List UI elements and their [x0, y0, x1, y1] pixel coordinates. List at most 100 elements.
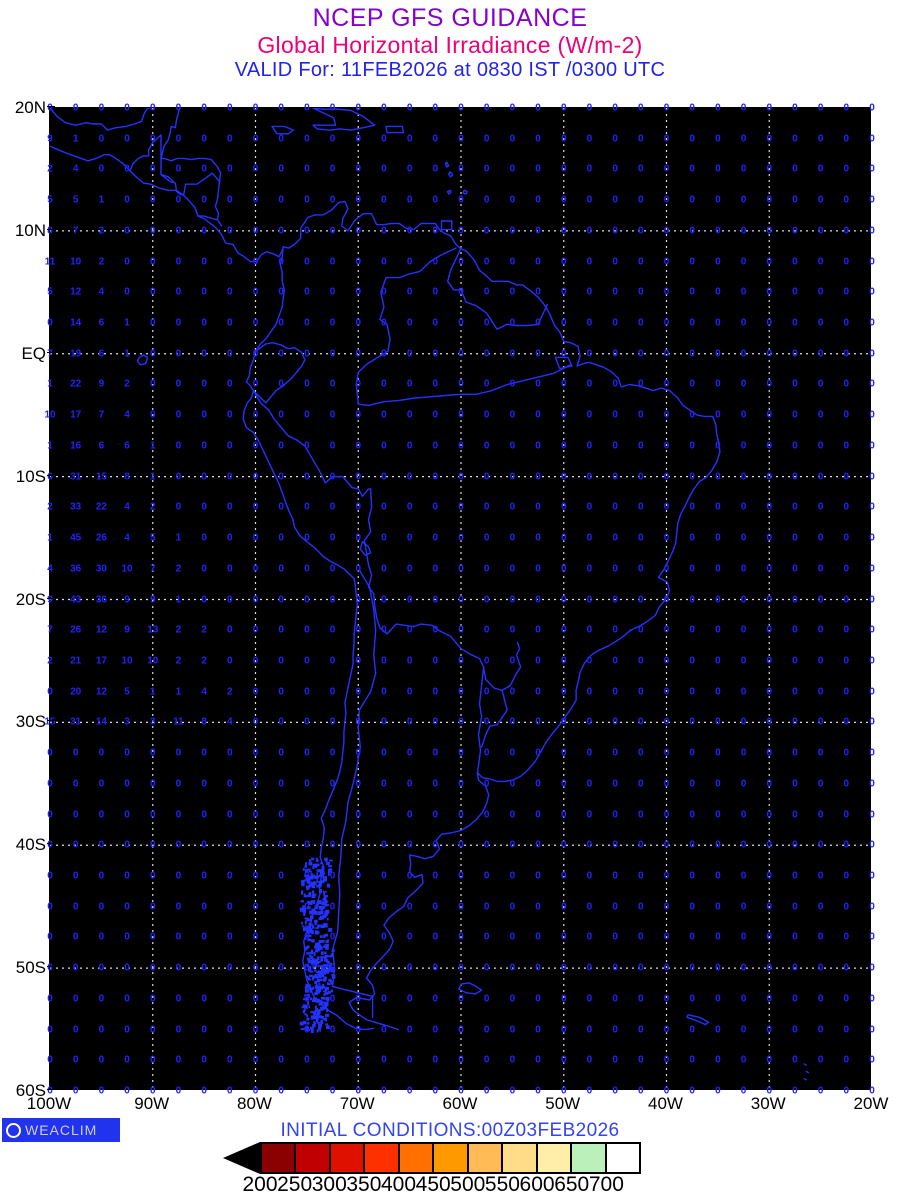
- grid-value: 0: [72, 1024, 79, 1036]
- grid-value: 0: [406, 317, 413, 329]
- grid-value: 0: [304, 409, 310, 421]
- grid-value: 0: [406, 286, 413, 298]
- grid-value: 0: [792, 256, 798, 268]
- grid-value: 0: [458, 409, 464, 421]
- grid-value: 0: [715, 532, 721, 544]
- grid-value: 0: [201, 778, 207, 790]
- grid-value: 0: [149, 163, 156, 175]
- grid-value: 0: [663, 378, 670, 390]
- grid-value: 0: [817, 133, 824, 145]
- island-speckle: [313, 919, 318, 923]
- grid-value: 2: [47, 501, 53, 513]
- grid-value: 0: [252, 225, 259, 237]
- coastline-path: [312, 108, 376, 131]
- grid-value: 0: [766, 594, 773, 605]
- grid-value: 2: [201, 655, 207, 667]
- island-speckle: [307, 925, 312, 929]
- grid-value: 17: [70, 409, 82, 421]
- grid-value: 0: [458, 563, 464, 575]
- grid-value: 0: [329, 655, 336, 667]
- grid-value: 0: [252, 655, 259, 667]
- grid-value: 0: [638, 839, 644, 851]
- grid-value: 0: [304, 1024, 310, 1036]
- grid-value: 0: [483, 655, 490, 667]
- grid-value: 0: [432, 594, 439, 605]
- grid-value: 0: [149, 102, 156, 114]
- grid-value: 0: [766, 901, 773, 913]
- grid-value: 0: [406, 962, 413, 974]
- island-speckle: [309, 928, 313, 932]
- grid-value: 0: [689, 286, 695, 298]
- island-speckle: [324, 933, 328, 937]
- grid-value: 0: [560, 993, 567, 1005]
- island-speckle: [320, 939, 325, 943]
- grid-value: 0: [252, 163, 259, 175]
- colorbar-under-arrow: [223, 1142, 260, 1174]
- grid-value: 0: [98, 901, 105, 913]
- grid-value: 0: [252, 194, 259, 206]
- grid-value: 0: [124, 962, 130, 974]
- grid-value: 0: [304, 194, 310, 206]
- island-speckle: [317, 976, 321, 979]
- grid-value: 0: [817, 409, 824, 421]
- grid-value: 0: [149, 317, 156, 329]
- island-speckle: [328, 927, 333, 932]
- island-speckle: [315, 1000, 319, 1003]
- grid-value: 0: [227, 256, 233, 268]
- grid-value: 0: [869, 839, 875, 851]
- grid-value: 0: [278, 1024, 284, 1036]
- grid-value: 0: [124, 778, 130, 790]
- grid-value: 0: [869, 317, 875, 329]
- grid-value: 0: [817, 931, 824, 943]
- grid-value: 0: [509, 471, 516, 483]
- colorbar-tick-label: 400: [381, 1173, 417, 1196]
- island-speckle: [329, 962, 333, 967]
- grid-value: 0: [740, 870, 747, 882]
- island-speckle: [322, 890, 327, 893]
- island-speckle: [321, 1015, 325, 1020]
- grid-value: 0: [869, 1024, 875, 1036]
- grid-value: 0: [740, 962, 747, 974]
- grid-value: 0: [663, 594, 670, 605]
- grid-value: 0: [124, 286, 130, 298]
- island-speckle: [307, 993, 310, 998]
- coastline-path: [803, 1063, 807, 1066]
- grid-value: 0: [355, 1054, 362, 1066]
- coastline-path: [359, 541, 372, 556]
- grid-value: 0: [381, 993, 387, 1005]
- grid-value: 0: [381, 225, 387, 237]
- grid-value: 0: [586, 256, 593, 268]
- grid-value: 0: [560, 317, 567, 329]
- coastline-path: [385, 247, 457, 279]
- grid-value: 0: [586, 686, 593, 698]
- grid-value: 0: [560, 716, 567, 728]
- grid-value: 0: [843, 194, 850, 206]
- grid-value: 0: [638, 256, 644, 268]
- grid-value: 0: [740, 901, 747, 913]
- weaclim-logo[interactable]: WEACLIM: [2, 1118, 120, 1142]
- grid-value: 0: [381, 348, 387, 360]
- grid-value: 0: [72, 102, 79, 114]
- island-speckle: [325, 1025, 330, 1030]
- grid-value: 43: [70, 594, 82, 605]
- y-axis-tick-mark: [47, 966, 55, 968]
- grid-value: 0: [175, 163, 182, 175]
- island-speckle: [304, 1013, 307, 1016]
- island-speckle: [325, 909, 330, 914]
- grid-value: 0: [304, 440, 310, 452]
- grid-value: 0: [149, 409, 156, 421]
- island-speckle: [309, 892, 311, 895]
- coastline-path: [686, 1014, 710, 1026]
- grid-value: 0: [560, 962, 567, 974]
- grid-value: 0: [689, 839, 695, 851]
- x-axis-tick-label: 30W: [750, 1094, 786, 1113]
- grid-value: 0: [72, 901, 79, 913]
- grid-value: 0: [843, 286, 850, 298]
- grid-value: 0: [252, 962, 259, 974]
- island-speckle: [304, 994, 308, 997]
- grid-value: 0: [509, 317, 516, 329]
- grid-value: 0: [406, 1024, 413, 1036]
- colorbar-cell: [296, 1144, 331, 1172]
- island-speckle: [315, 932, 320, 935]
